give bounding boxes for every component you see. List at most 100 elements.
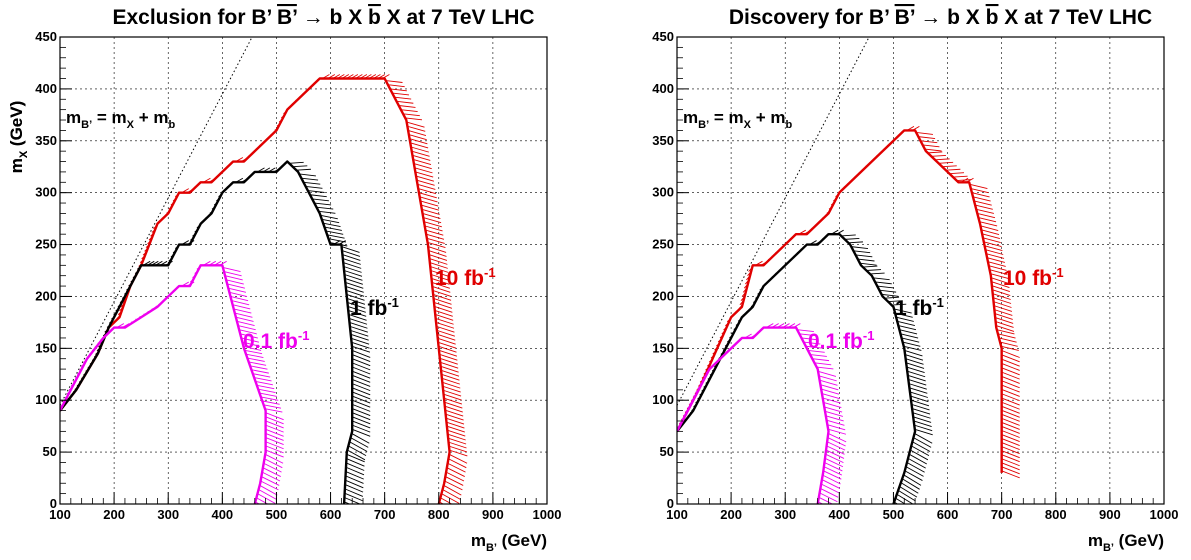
hatch-mark — [352, 395, 371, 404]
hatch-mark — [345, 471, 364, 480]
hatch-mark — [437, 337, 456, 345]
hatch-mark — [303, 181, 321, 185]
hatch-mark — [230, 296, 249, 302]
hatch-mark — [445, 471, 465, 482]
hatch-mark — [1001, 430, 1020, 438]
hatch-mark — [976, 208, 994, 214]
x-tick-label: 700 — [374, 507, 396, 522]
hatch-mark — [352, 399, 371, 408]
hatch-mark — [913, 416, 932, 423]
hatch-mark — [350, 333, 369, 341]
hatch-mark — [924, 148, 942, 152]
hatch-mark — [345, 282, 364, 289]
hatch-mark — [429, 258, 448, 265]
hatch-mark — [352, 403, 371, 412]
diagonal-line — [60, 37, 253, 406]
hatch-mark — [934, 158, 950, 161]
hatch-mark — [440, 369, 460, 377]
hatch-mark — [443, 484, 462, 496]
y-tick-label: 150 — [652, 340, 674, 355]
hatch-mark — [911, 403, 930, 411]
hatch-mark — [419, 196, 438, 203]
hatch-mark — [347, 449, 366, 461]
hatch-mark — [348, 445, 367, 457]
hatch-mark — [916, 132, 933, 135]
hatch-mark — [996, 329, 1015, 335]
hatch-mark — [907, 374, 926, 382]
hatch-mark — [428, 254, 448, 261]
hatch-mark — [424, 225, 443, 232]
hatch-mark — [893, 308, 912, 314]
hatch-mark — [447, 429, 466, 437]
hatch-mark — [906, 366, 925, 374]
hatch-mark — [819, 492, 838, 503]
hatch-mark — [857, 258, 875, 262]
hatch-mark — [411, 150, 430, 157]
y-tick-label: 250 — [652, 237, 674, 252]
hatch-mark — [949, 172, 965, 175]
hatch-mark — [346, 294, 365, 301]
hatch-mark — [440, 361, 459, 369]
hatch-mark — [970, 188, 989, 194]
x-axis-label: mB’ (GeV) — [471, 531, 547, 554]
hatch-mark — [975, 204, 993, 210]
series-curve — [677, 326, 830, 504]
series-10fb — [60, 74, 468, 504]
diagonal-annotation: mB’ = mX + mb — [683, 108, 792, 131]
hatch-mark — [994, 309, 1013, 316]
hatch-mark — [352, 370, 371, 379]
hatch-mark — [420, 200, 439, 207]
y-tick-label: 350 — [652, 133, 674, 148]
hatch-mark — [265, 412, 284, 421]
x-tick-label: 400 — [211, 507, 233, 522]
hatch-mark — [346, 458, 365, 467]
x-tick-label: 800 — [1045, 507, 1067, 522]
hatch-mark — [405, 117, 423, 121]
hatch-mark — [902, 341, 921, 347]
y-tick-label: 150 — [35, 340, 57, 355]
series-curve — [60, 264, 267, 504]
y-tick-label: 400 — [652, 81, 674, 96]
hatch-mark — [912, 412, 931, 419]
hatch-mark — [900, 333, 919, 339]
hatch-mark — [821, 393, 840, 400]
hatch-mark — [445, 413, 464, 421]
hatch-mark — [417, 183, 436, 190]
hatch-mark — [343, 270, 363, 277]
hatch-mark — [342, 254, 361, 261]
y-tick-label: 200 — [35, 288, 57, 303]
hatch-mark — [410, 146, 429, 153]
hatch-mark — [431, 282, 450, 289]
hatch-mark — [255, 380, 273, 386]
hatch-mark — [927, 151, 943, 154]
hatch-mark — [991, 285, 1010, 292]
hatch-mark — [237, 325, 256, 331]
hatch-mark — [264, 408, 283, 413]
hatch-mark — [803, 341, 821, 345]
hatch-mark — [825, 453, 844, 464]
y-axis-label: mX (GeV) — [7, 101, 30, 174]
hatch-mark — [990, 277, 1010, 284]
hatch-mark — [352, 412, 371, 421]
series-01fb — [677, 323, 847, 504]
x-tick-label: 1000 — [1150, 507, 1179, 522]
hatch-mark — [862, 265, 878, 268]
hatch-mark — [236, 320, 255, 327]
hatch-mark — [410, 142, 429, 149]
chart-title: Discovery for B’ B’ → b X b X at 7 TeV L… — [729, 6, 1152, 29]
hatch-mark — [418, 188, 437, 195]
hatch-mark — [351, 341, 370, 349]
hatch-mark — [904, 470, 923, 481]
hatch-mark — [264, 458, 283, 469]
hatch-mark — [265, 453, 284, 464]
hatch-mark — [227, 283, 245, 289]
hatch-mark — [828, 433, 847, 443]
hatch-mark — [345, 466, 365, 476]
hatch-mark — [805, 345, 823, 349]
chart-title: Exclusion for B’ B’ → b X b X at 7 TeV L… — [112, 6, 534, 29]
hatch-mark — [258, 388, 276, 394]
hatch-mark — [351, 337, 370, 345]
hatch-mark — [444, 401, 463, 409]
hatch-mark — [884, 296, 900, 299]
